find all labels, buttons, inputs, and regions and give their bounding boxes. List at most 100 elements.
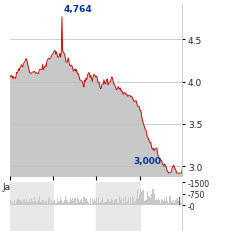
Bar (25, 203, 26, 205)
Bar (144, 201, 145, 205)
Bar (98, 198, 99, 205)
Bar (130, 197, 131, 205)
Bar (163, 202, 164, 205)
Bar (75, 198, 76, 205)
Bar (135, 201, 136, 205)
Bar (77, 202, 78, 205)
Bar (177, 198, 178, 205)
Bar (99, 204, 100, 205)
Bar (105, 202, 106, 205)
Bar (79, 202, 80, 205)
Bar (66, 200, 67, 205)
Bar (160, 204, 161, 205)
Bar (37, 203, 38, 205)
Bar (58, 202, 59, 205)
Bar (52, 202, 53, 205)
Bar (15, 204, 16, 205)
Bar (161, 197, 162, 205)
Bar (31, 198, 32, 205)
Bar (133, 198, 134, 205)
Bar (100, 203, 101, 205)
Bar (39, 197, 40, 205)
Bar (112, 201, 113, 205)
Bar (57, 199, 58, 205)
Text: 3,000: 3,000 (133, 156, 162, 165)
Bar (123, 198, 124, 205)
Bar (43, 200, 44, 205)
Bar (180, 202, 181, 205)
Bar (78, 200, 79, 205)
Bar (54, 201, 55, 205)
Bar (12, 204, 13, 205)
Bar (71, 200, 72, 205)
Bar (103, 203, 104, 205)
Bar (125, 196, 126, 205)
Bar (145, 201, 146, 205)
Bar (178, 201, 179, 205)
Bar (63, 202, 64, 205)
Bar (158, 198, 159, 205)
Bar (148, 196, 149, 205)
Bar (21, 201, 22, 205)
Bar (96, 198, 97, 205)
Bar (167, 201, 168, 205)
Bar (88, 202, 89, 205)
Bar (107, 199, 108, 205)
Bar (84, 197, 85, 205)
Bar (164, 198, 165, 205)
Bar (53, 202, 54, 205)
Bar (124, 203, 125, 205)
Bar (104, 202, 105, 205)
Bar (157, 200, 158, 205)
Bar (81, 199, 82, 205)
Bar (72, 204, 73, 205)
Bar (111, 200, 112, 205)
Bar (86, 199, 87, 205)
Bar (51, 201, 52, 205)
Bar (121, 198, 122, 205)
Bar (171, 201, 172, 205)
Bar (166, 197, 167, 205)
Bar (136, 199, 137, 205)
Bar (48, 199, 49, 205)
Bar (56, 203, 57, 205)
Bar (151, 194, 152, 205)
Bar (44, 203, 45, 205)
Bar (92, 199, 93, 205)
Bar (182, 196, 183, 205)
Bar (27, 202, 28, 205)
Bar (155, 201, 156, 205)
Bar (42, 200, 43, 205)
Bar (24, 199, 25, 205)
Bar (143, 190, 144, 205)
Bar (60, 197, 61, 205)
Bar (165, 201, 166, 205)
Bar (18, 199, 19, 205)
Bar (68, 202, 69, 205)
Bar (87, 201, 88, 205)
Bar (156, 203, 157, 205)
Bar (91, 204, 92, 205)
Bar (108, 199, 109, 205)
Bar (55, 203, 56, 205)
Bar (131, 203, 132, 205)
Bar (127, 201, 128, 205)
Bar (59, 201, 60, 205)
Bar (33, 202, 34, 205)
Bar (70, 198, 71, 205)
Bar (173, 200, 174, 205)
Bar (174, 204, 175, 205)
Bar (85, 200, 86, 205)
Bar (34, 198, 35, 205)
Bar (96, 182, 140, 231)
Bar (149, 196, 150, 205)
Bar (36, 202, 37, 205)
Bar (76, 203, 77, 205)
Bar (29, 199, 30, 205)
Bar (159, 200, 160, 205)
Bar (113, 203, 114, 205)
Bar (139, 194, 140, 205)
Bar (38, 201, 39, 205)
Bar (102, 197, 103, 205)
Bar (61, 201, 62, 205)
